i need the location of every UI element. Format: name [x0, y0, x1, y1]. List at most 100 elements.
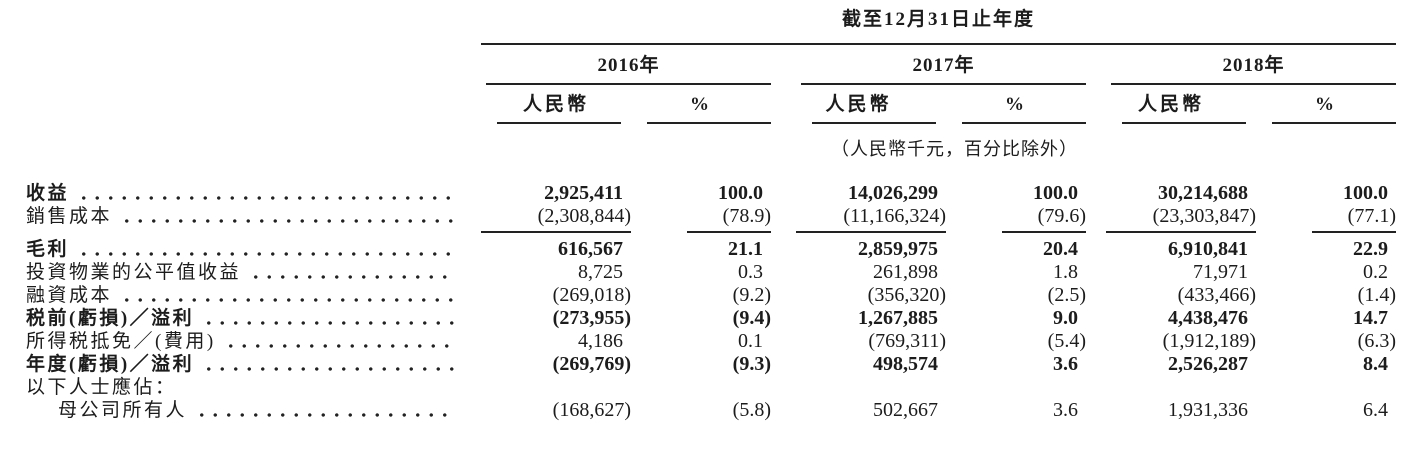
col-rule	[631, 117, 771, 129]
col-header-pct-2016: %	[690, 94, 712, 115]
value-cell: 4,438,476	[1168, 307, 1248, 329]
col-header-pct-2017: %	[1005, 94, 1027, 115]
value-cell: (77.1)	[1347, 205, 1396, 227]
row-label: 所得税抵免／(費用)	[26, 331, 216, 352]
col-header-rmb-2016: 人民幣	[522, 94, 589, 115]
value-cell: 100.0	[1343, 182, 1388, 204]
value-cell: 20.4	[1043, 238, 1078, 260]
col-header-pct-2018: %	[1315, 94, 1337, 115]
value-cell: (168,627)	[552, 399, 631, 421]
value-cell	[631, 376, 771, 399]
unit-note: （人民幣千元，百分比除外）	[831, 139, 1078, 159]
value-cell: (5.8)	[732, 399, 771, 421]
year-label: 2018年	[1222, 55, 1285, 76]
value-cell	[1256, 376, 1396, 399]
value-cell: 0.3	[738, 261, 763, 283]
value-cell: (269,769)	[552, 353, 631, 375]
value-cell: 14.7	[1353, 307, 1388, 329]
value-cell: (2,308,844)	[537, 205, 631, 227]
row-label: 毛利	[26, 239, 70, 260]
value-cell: 9.0	[1053, 307, 1078, 329]
value-cell: (9.3)	[732, 353, 771, 375]
row-label: 投資物業的公平值收益	[26, 262, 242, 283]
value-cell: (356,320)	[867, 284, 946, 306]
value-cell: 616,567	[558, 238, 623, 260]
value-cell: 3.6	[1053, 399, 1078, 421]
value-cell: (769,311)	[868, 330, 946, 352]
col-rule	[771, 117, 946, 129]
leader-dots	[195, 413, 455, 417]
col-rule	[1086, 117, 1256, 129]
value-cell: (1,912,189)	[1162, 330, 1256, 352]
value-cell: 14,026,299	[848, 182, 938, 204]
value-cell: 0.1	[738, 330, 763, 352]
value-cell: 261,898	[873, 261, 938, 283]
value-cell: 71,971	[1193, 261, 1248, 283]
year-header-2018: 2018年	[1086, 45, 1396, 83]
leader-dots	[120, 298, 455, 302]
leader-dots	[249, 275, 455, 279]
value-cell: 4,186	[578, 330, 623, 352]
col-header-rmb-2017: 人民幣	[825, 94, 892, 115]
value-cell: 6.4	[1363, 399, 1388, 421]
leader-dots	[202, 367, 455, 371]
leader-dots	[202, 321, 455, 325]
value-cell: 22.9	[1353, 238, 1388, 260]
value-cell: 498,574	[873, 353, 938, 375]
value-cell: (273,955)	[552, 307, 631, 329]
value-cell: (11,166,324)	[843, 205, 946, 227]
value-cell: 6,910,841	[1168, 238, 1248, 260]
header-top-rule	[481, 43, 1396, 45]
row-label: 年度(虧損)／溢利	[26, 354, 195, 375]
col-rule	[481, 117, 631, 129]
year-rule-2016	[481, 83, 771, 85]
value-cell: 21.1	[728, 238, 763, 260]
value-cell: 3.6	[1053, 353, 1078, 375]
value-cell: 0.2	[1363, 261, 1388, 283]
row-label: 融資成本	[26, 285, 113, 306]
value-cell: 30,214,688	[1158, 182, 1248, 204]
year-rule-2018	[1086, 83, 1396, 85]
year-rule-2017	[771, 83, 1086, 85]
value-cell	[1086, 376, 1256, 399]
value-cell: (78.9)	[722, 205, 771, 227]
year-label: 2017年	[912, 55, 975, 76]
col-rule	[946, 117, 1086, 129]
table-header: 截至12月31日止年度 2016年 2017年 2018年 人民幣 % 人民幣 …	[26, 8, 1396, 160]
value-cell: (79.6)	[1037, 205, 1086, 227]
value-cell: 100.0	[1033, 182, 1078, 204]
value-cell: 1,931,336	[1168, 399, 1248, 421]
table-body: 收益 2,925,411 100.0 14,026,299 100.0 30,2…	[26, 182, 1396, 422]
row-label: 收益	[26, 183, 70, 204]
col-header-rmb-2018: 人民幣	[1137, 94, 1204, 115]
leader-dots	[77, 196, 455, 200]
year-header-2016: 2016年	[481, 45, 771, 83]
value-cell: 1,267,885	[858, 307, 938, 329]
leader-dots	[77, 252, 455, 256]
value-cell: (2.5)	[1047, 284, 1086, 306]
table-title: 截至12月31日止年度	[841, 9, 1035, 30]
value-cell: (6.3)	[1357, 330, 1396, 352]
value-cell: (433,466)	[1177, 284, 1256, 306]
leader-dots	[120, 219, 455, 223]
value-cell: (9.2)	[732, 284, 771, 306]
value-cell: (9.4)	[732, 307, 771, 329]
value-cell: 2,859,975	[858, 238, 938, 260]
year-label: 2016年	[597, 55, 660, 76]
value-cell: (23,303,847)	[1152, 205, 1256, 227]
leader-dots	[223, 344, 455, 348]
value-cell	[771, 376, 946, 399]
value-cell: 2,925,411	[544, 182, 623, 204]
row-label: 税前(虧損)／溢利	[26, 308, 195, 329]
year-header-2017: 2017年	[771, 45, 1086, 83]
row-label: 母公司所有人	[58, 400, 188, 421]
value-cell: 502,667	[873, 399, 938, 421]
value-cell	[946, 376, 1086, 399]
col-rule	[1256, 117, 1396, 129]
value-cell: (269,018)	[552, 284, 631, 306]
value-cell	[481, 376, 631, 399]
value-cell: 1.8	[1053, 261, 1078, 283]
value-cell: 2,526,287	[1168, 353, 1248, 375]
value-cell: 8.4	[1363, 353, 1388, 375]
